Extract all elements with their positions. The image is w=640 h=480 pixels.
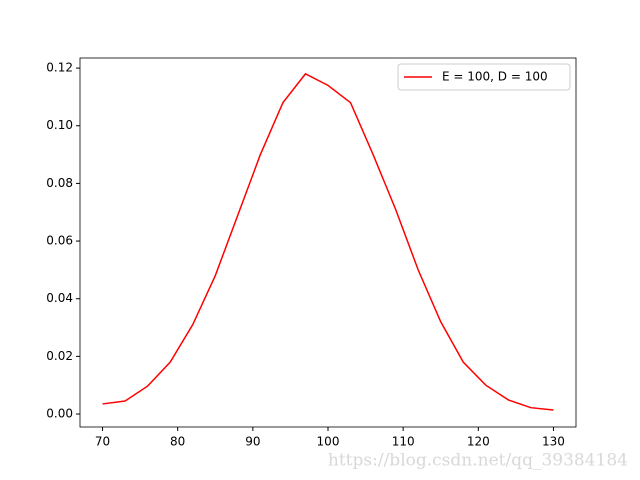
data-line: [102, 72, 554, 411]
y-tick-label: 0.02: [46, 349, 73, 363]
x-tick-label: 90: [245, 435, 260, 449]
x-tick-label: 80: [170, 435, 185, 449]
x-tick-label: 130: [542, 435, 565, 449]
y-tick-label: 0.06: [46, 234, 73, 248]
y-tick-label: 0.10: [46, 118, 73, 132]
y-tick-label: 0.00: [46, 407, 73, 421]
x-tick-label: 70: [95, 435, 110, 449]
y-tick-label: 0.04: [46, 291, 73, 305]
legend-box: [397, 63, 571, 91]
axes-frame: [79, 57, 577, 428]
x-tick-label: 110: [392, 435, 415, 449]
watermark: https://blog.csdn.net/qq_39384184: [328, 451, 628, 471]
x-tick-label: 100: [317, 435, 340, 449]
x-tick-label: 120: [467, 435, 490, 449]
y-tick-label: 0.08: [46, 176, 73, 190]
legend-label: E = 100, D = 100: [442, 70, 548, 84]
y-tick-label: 0.12: [46, 61, 73, 75]
